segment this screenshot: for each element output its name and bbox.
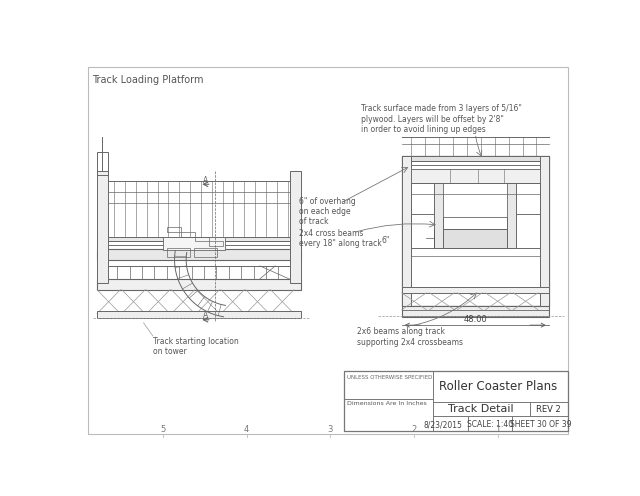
Text: 2x4 cross beams
every 18" along track: 2x4 cross beams every 18" along track <box>298 229 381 248</box>
Bar <box>97 311 301 318</box>
Text: SCALE: 1:40: SCALE: 1:40 <box>467 420 513 429</box>
Text: REV 2: REV 2 <box>536 405 561 414</box>
Bar <box>97 237 301 241</box>
Bar <box>180 232 195 237</box>
Text: A: A <box>204 311 209 320</box>
Bar <box>411 213 434 248</box>
Bar <box>97 152 108 175</box>
Text: Track Loading Platform: Track Loading Platform <box>92 75 204 85</box>
Text: 1: 1 <box>495 425 500 434</box>
Bar <box>97 171 108 283</box>
Bar <box>402 161 549 165</box>
Text: 5: 5 <box>160 425 166 434</box>
Bar <box>402 156 549 306</box>
Bar <box>402 156 411 306</box>
Bar <box>290 171 301 283</box>
Bar <box>402 306 549 317</box>
Text: Track starting location
on tower: Track starting location on tower <box>153 337 239 356</box>
Bar <box>507 183 516 248</box>
Text: UNLESS OTHERWISE SPECIFIED:: UNLESS OTHERWISE SPECIFIED: <box>347 375 434 380</box>
Text: 8/23/2015: 8/23/2015 <box>423 420 462 429</box>
Bar <box>344 372 568 432</box>
Text: Track Detail: Track Detail <box>448 404 513 414</box>
Bar <box>516 183 540 213</box>
Text: 48.00: 48.00 <box>463 315 487 324</box>
Bar <box>402 287 549 293</box>
Text: SHEET 30 OF 39: SHEET 30 OF 39 <box>509 420 571 429</box>
Bar <box>209 241 223 246</box>
Text: Dimensions Are In Inches: Dimensions Are In Inches <box>347 401 426 406</box>
Text: A: A <box>204 176 209 185</box>
Bar <box>97 245 301 249</box>
Bar <box>344 372 433 432</box>
Bar <box>444 217 507 229</box>
Bar <box>97 241 301 245</box>
Bar <box>167 227 180 232</box>
Bar <box>516 213 540 248</box>
Bar <box>402 156 549 161</box>
Text: 6": 6" <box>381 236 390 245</box>
Bar <box>97 260 301 266</box>
Text: 2: 2 <box>412 425 417 434</box>
Text: 4: 4 <box>244 425 249 434</box>
Bar <box>97 279 301 290</box>
Text: 3: 3 <box>328 425 333 434</box>
Bar <box>402 165 549 169</box>
Bar <box>163 237 225 250</box>
Text: Roller Coaster Plans: Roller Coaster Plans <box>440 380 557 393</box>
Bar <box>195 237 209 241</box>
Bar <box>97 249 301 260</box>
Bar <box>434 183 444 248</box>
Bar <box>411 169 540 183</box>
Text: Track surface made from 3 layers of 5/16"
plywood. Layers will be offset by 2'8": Track surface made from 3 layers of 5/16… <box>360 104 522 134</box>
Bar <box>411 183 434 213</box>
Text: 2x6 beams along track
supporting 2x4 crossbeams: 2x6 beams along track supporting 2x4 cro… <box>358 327 463 347</box>
Text: 6" of overhang
on each edge
of track: 6" of overhang on each edge of track <box>298 196 355 226</box>
Bar <box>540 156 549 306</box>
Bar <box>167 248 190 257</box>
Bar <box>444 229 507 248</box>
Bar <box>194 248 217 257</box>
Bar <box>402 310 549 316</box>
